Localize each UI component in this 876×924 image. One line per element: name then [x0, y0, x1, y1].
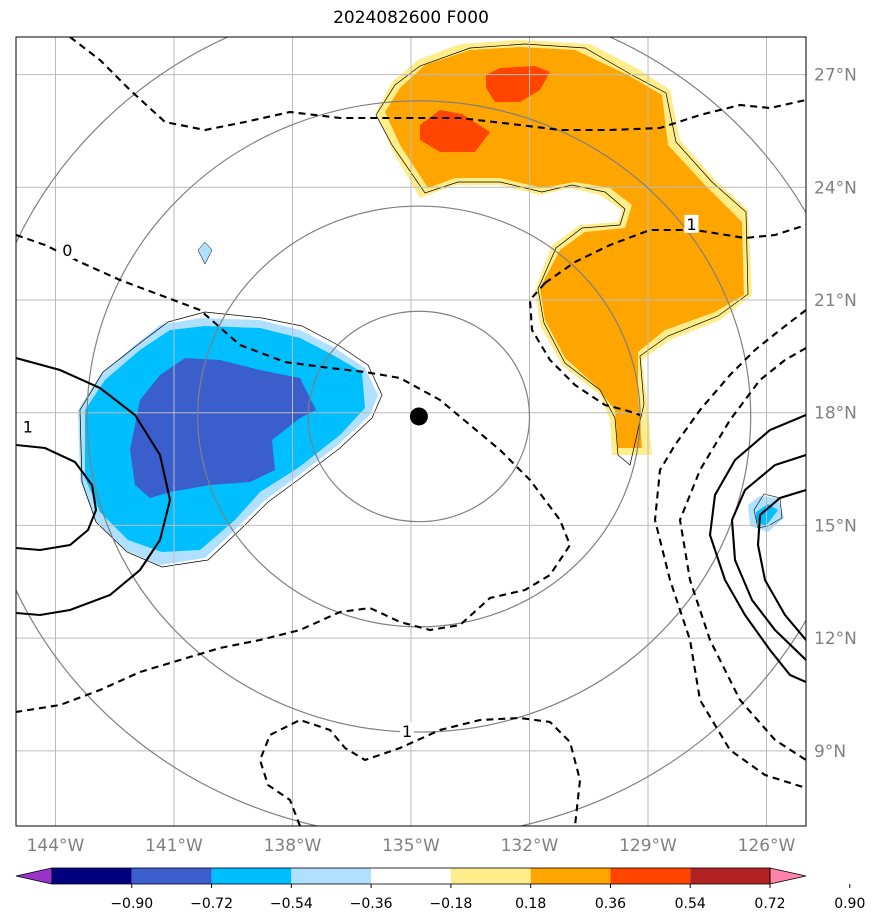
- storm-center-marker: [409, 407, 428, 426]
- colorbar: −0.90 −0.72 −0.54 −0.36 −0.18 0.18 0.36 0.54 0.7…: [15, 867, 865, 912]
- colorbar-label-2: −0.54: [270, 896, 313, 912]
- contour-east-b: [678, 347, 806, 761]
- longitude-label-6: 126°W: [738, 836, 796, 856]
- colorbar-segment-7: [610, 868, 691, 884]
- contour-label-text: 0: [62, 241, 72, 260]
- colorbar-label-4: −0.18: [429, 896, 472, 912]
- colorbar-segment-0: [52, 868, 132, 884]
- dashed-contours: [16, 37, 806, 826]
- colorbar-label-7: 0.54: [675, 896, 706, 912]
- contour-label-1: 1: [20, 417, 35, 437]
- longitude-label-4: 132°W: [501, 836, 559, 856]
- range-ring-1: [307, 310, 531, 523]
- contour-0-north: [69, 37, 806, 132]
- colorbar-frame: [51, 867, 771, 885]
- colorbar-segment-8: [690, 868, 770, 884]
- range-ring-3: [86, 100, 752, 733]
- latitude-labels: 9°N 12°N 15°N 18°N 21°N 24°N 27°N: [814, 66, 857, 762]
- contour-east-2: [730, 454, 806, 661]
- contour-neg1-south: [258, 716, 582, 826]
- colorbar-label-5: 0.18: [515, 896, 546, 912]
- contour-1-east-lower: [528, 282, 641, 416]
- contour-1-west-inner: [16, 443, 98, 552]
- contour-east-3: [756, 488, 806, 641]
- contour-label-text: 1: [402, 722, 412, 741]
- longitude-label-3: 135°W: [382, 836, 440, 856]
- colorbar-segment-3: [291, 868, 372, 884]
- contour-label-2: 1: [684, 214, 699, 234]
- graticule: [16, 37, 806, 826]
- longitude-label-1: 141°W: [145, 836, 203, 856]
- latitude-label-2: 15°N: [814, 516, 857, 536]
- contour-label-text: 1: [23, 418, 33, 437]
- contour-label-3: 1: [400, 722, 415, 741]
- colorbar-segment-4: [371, 868, 451, 884]
- range-rings: [16, 37, 806, 826]
- colorbar-segment-2: [211, 868, 292, 884]
- colorbar-extend-low: [15, 867, 53, 885]
- blue-field-west: [78, 241, 383, 568]
- contour-1-west-outer: [16, 356, 172, 617]
- contour-east-1: [708, 414, 806, 683]
- latitude-label-0: 9°N: [814, 742, 846, 762]
- colorbar-segment-1: [131, 868, 212, 884]
- contour-labels: 0 1 1 1: [20, 214, 699, 741]
- latitude-label-6: 27°N: [814, 66, 857, 86]
- contour-label-0: 0: [60, 241, 75, 260]
- colorbar-label-9: 0.90: [834, 896, 865, 912]
- latitude-label-5: 24°N: [814, 178, 857, 198]
- colorbar-segment-5: [450, 868, 531, 884]
- latitude-label-1: 12°N: [814, 629, 857, 649]
- colorbar-label-1: −0.72: [190, 896, 233, 912]
- colorbar-label-6: 0.36: [595, 896, 626, 912]
- colorbar-label-0: −0.90: [110, 896, 153, 912]
- latitude-label-4: 21°N: [814, 291, 857, 311]
- longitude-label-2: 138°W: [264, 836, 322, 856]
- solid-contours: [16, 356, 806, 683]
- contour-0-central: [16, 234, 572, 714]
- colorbar-extend-high: [769, 867, 807, 885]
- map-title: 2024082600 F000: [333, 8, 489, 28]
- colorbar-label-8: 0.72: [754, 896, 785, 912]
- latitude-label-3: 18°N: [814, 404, 857, 424]
- contour-label-text: 1: [686, 215, 696, 234]
- colorbar-segment-6: [530, 868, 611, 884]
- longitude-label-5: 129°W: [619, 836, 677, 856]
- longitude-label-0: 144°W: [27, 836, 85, 856]
- map-frame: [15, 36, 807, 827]
- longitude-labels: 144°W 141°W 138°W 135°W 132°W 129°W 126°W: [27, 836, 796, 856]
- contour-east-a: [653, 309, 806, 790]
- colorbar-label-3: −0.36: [350, 896, 393, 912]
